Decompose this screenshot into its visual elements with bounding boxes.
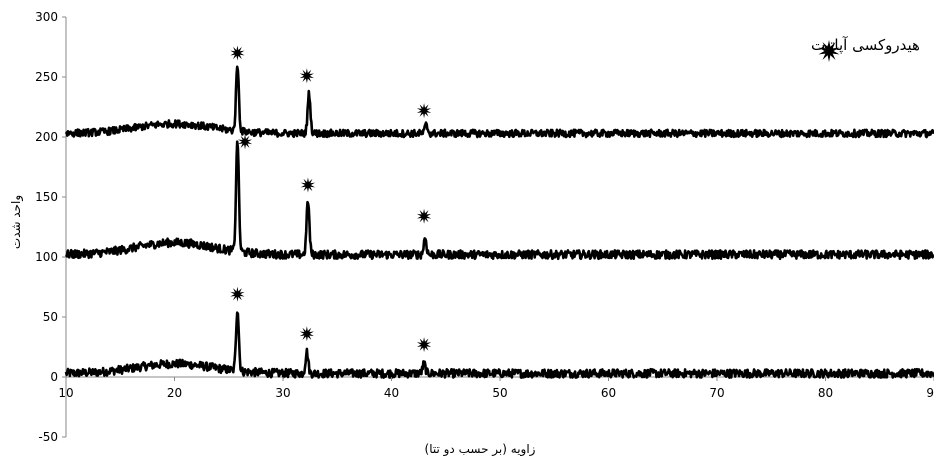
legend-star-icon (818, 40, 840, 62)
peak-star-icon (299, 68, 314, 84)
y-tick-label: 50 (43, 310, 58, 324)
x-tick-label: 40 (384, 386, 399, 400)
y-axis-title: واحد شدت (9, 195, 24, 249)
peak-star-icon (300, 177, 316, 193)
peak-star-icon (416, 103, 432, 119)
x-tick-label: 50 (492, 386, 507, 400)
x-tick-label: 20 (167, 386, 182, 400)
legend: هیدروکسی آپاتیت (811, 36, 920, 62)
y-tick-label: 150 (35, 190, 58, 204)
series-layer (64, 65, 934, 379)
legend-label: هیدروکسی آپاتیت (811, 36, 920, 55)
y-tick-label: 300 (35, 10, 58, 24)
x-tick-label: 10 (58, 386, 73, 400)
peak-star-icon (230, 45, 245, 61)
tick-layer: -50 0 50 100 150 200 250 300 10 20 30 40 50 60 70 80 90 (35, 10, 934, 444)
peak-star-icon (416, 337, 432, 353)
y-tick-label: 250 (35, 70, 58, 84)
legend-star-shape (818, 40, 840, 62)
peak-star-icon (237, 134, 253, 150)
x-tick-label: 30 (275, 386, 290, 400)
x-tick-label: 90 (926, 386, 934, 400)
peak-star-icon (299, 326, 314, 342)
y-tick-label: 200 (35, 130, 58, 144)
marker-layer (230, 45, 432, 353)
series-line-2 (64, 140, 934, 261)
x-tick-label: 60 (601, 386, 616, 400)
x-tick-label: 80 (818, 386, 833, 400)
peak-star-icon (416, 208, 432, 224)
y-tick-label: 100 (35, 250, 58, 264)
y-tick-label: -50 (38, 430, 58, 444)
peak-star-icon (230, 286, 245, 302)
y-tick-label: 0 (50, 370, 58, 384)
series-line-3 (64, 65, 934, 139)
x-tick-label: 70 (709, 386, 724, 400)
x-axis-title: زاویه (بر حسب دو تتا) (425, 442, 536, 457)
series-line-1 (64, 311, 934, 379)
